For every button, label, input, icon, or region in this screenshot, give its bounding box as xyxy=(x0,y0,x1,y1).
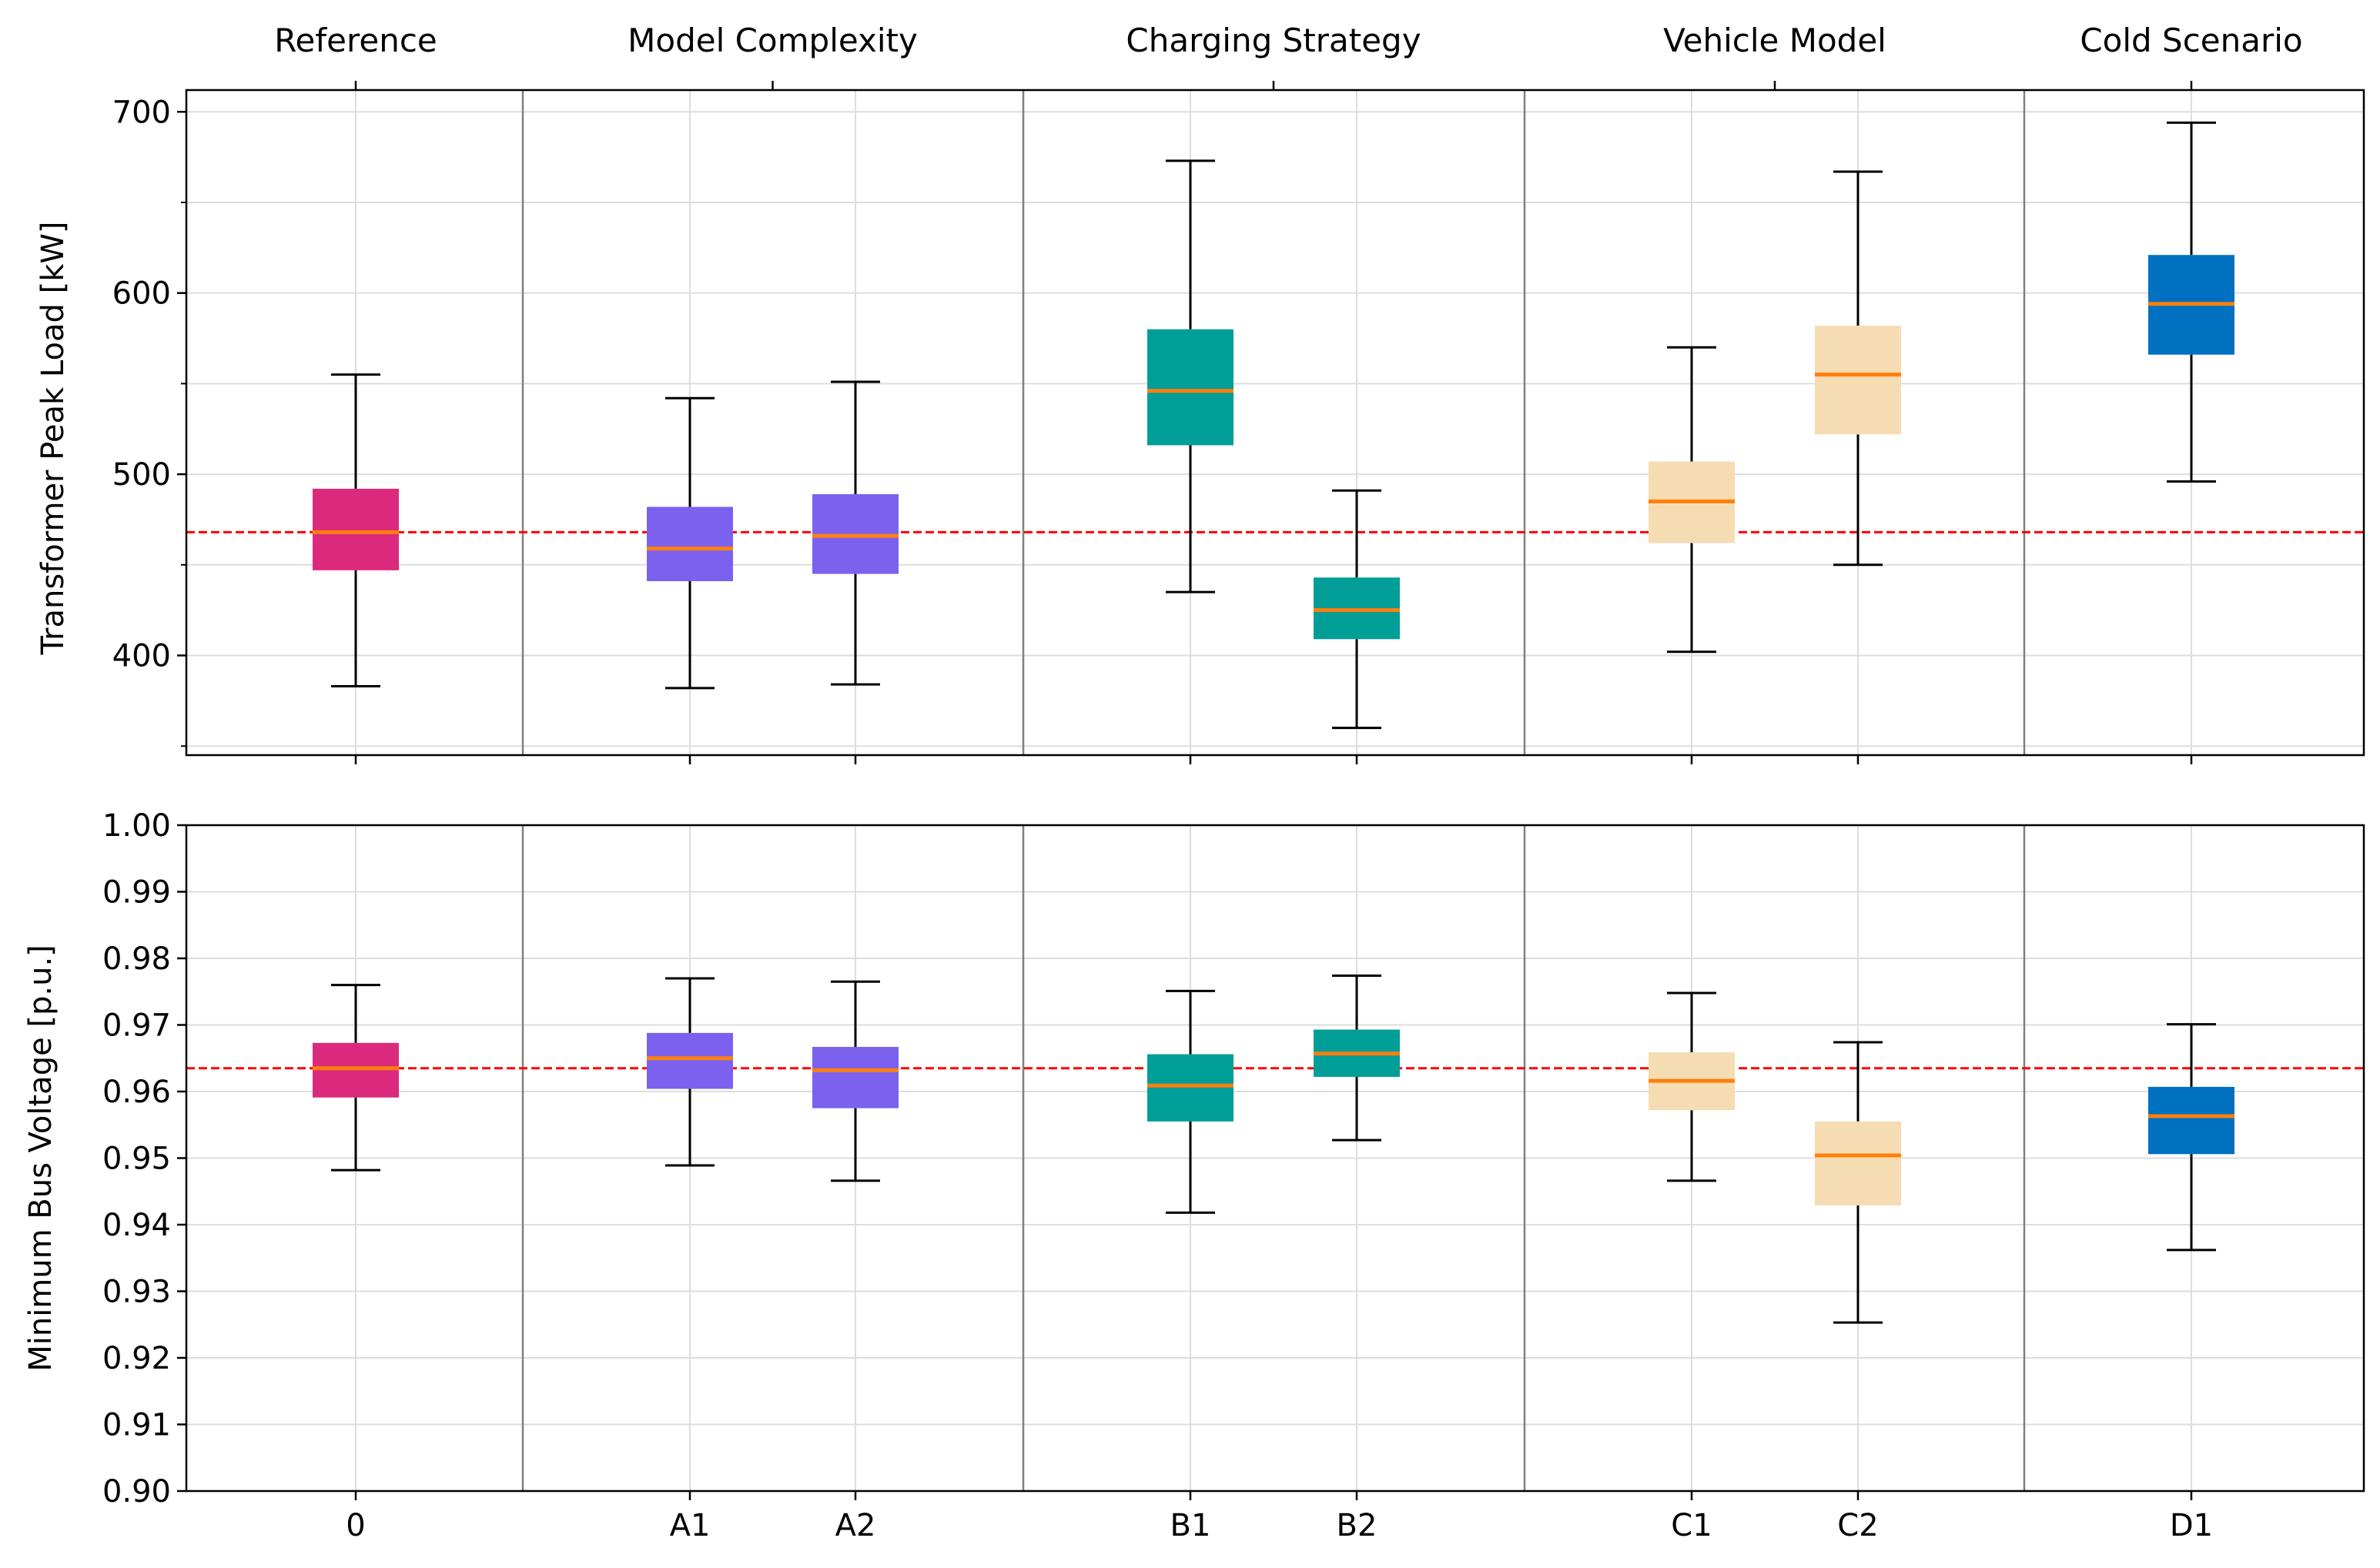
box-iqr xyxy=(647,1032,733,1089)
y-tick-label: 500 xyxy=(112,457,171,493)
peak-load-x-ticks xyxy=(354,81,2193,764)
box-iqr xyxy=(313,1042,399,1098)
box-B2 xyxy=(1314,974,1400,1142)
y-tick-label: 0.94 xyxy=(102,1208,171,1243)
box-C1 xyxy=(1649,346,1735,654)
bus-voltage-boxes xyxy=(313,974,2234,1324)
box-0 xyxy=(313,373,399,688)
box-iqr xyxy=(647,507,733,581)
box-iqr xyxy=(313,488,399,570)
box-iqr xyxy=(1815,1121,1901,1205)
group-label-reference: Reference xyxy=(274,22,437,59)
box-D1 xyxy=(2148,1023,2234,1252)
x-tick-label: B2 xyxy=(1337,1508,1377,1543)
peak-load-y-axis-label: Transformer Peak Load [kW] xyxy=(35,221,71,655)
peak-load-axes-frame xyxy=(185,89,2365,757)
x-tick-label: C1 xyxy=(1671,1508,1712,1543)
box-iqr xyxy=(1147,1054,1234,1122)
box-B1 xyxy=(1147,989,1234,1214)
bus-voltage-panel: 0.90 0.91 0.92 0.93 0.94 0.95 0.96 0.97 0.98 0.99… xyxy=(23,808,2365,1543)
bus-voltage-y-axis-label: Minimum Bus Voltage [p.u.] xyxy=(23,944,59,1372)
y-tick-label: 600 xyxy=(112,276,171,312)
y-tick-label: 1.00 xyxy=(102,808,171,844)
y-tick-label: 0.91 xyxy=(102,1408,171,1443)
y-tick-label: 0.92 xyxy=(102,1341,171,1376)
peak-load-panel: 400 500 600 700 Reference Model Complexity … xyxy=(35,22,2365,764)
group-label-model-complexity: Model Complexity xyxy=(628,22,918,59)
peak-load-boxes xyxy=(313,121,2234,730)
x-tick-label: 0 xyxy=(346,1508,365,1543)
bus-voltage-x-ticks: 0 A1 A2 B1 B2 C1 C2 D1 xyxy=(346,1491,2213,1543)
group-labels: Reference Model Complexity Charging Stra… xyxy=(274,22,2302,59)
box-iqr xyxy=(812,1047,899,1108)
y-tick-label: 0.98 xyxy=(102,941,171,977)
box-B1 xyxy=(1147,159,1234,593)
group-label-charging-strategy: Charging Strategy xyxy=(1126,22,1421,59)
box-iqr xyxy=(1147,329,1234,446)
box-A2 xyxy=(812,380,899,686)
box-C2 xyxy=(1815,170,1901,567)
bus-voltage-y-ticks: 0.90 0.91 0.92 0.93 0.94 0.95 0.96 0.97 0.98 0.99… xyxy=(102,808,186,1509)
peak-load-group-separators xyxy=(521,90,2026,755)
group-label-cold-scenario: Cold Scenario xyxy=(2080,22,2302,59)
bus-voltage-group-separators xyxy=(521,825,2026,1491)
x-tick-label: A1 xyxy=(670,1508,711,1543)
box-C1 xyxy=(1649,991,1735,1182)
x-tick-label: B1 xyxy=(1170,1508,1211,1543)
box-A1 xyxy=(647,396,733,690)
box-iqr xyxy=(2148,1086,2234,1155)
y-tick-label: 0.90 xyxy=(102,1474,171,1509)
box-A2 xyxy=(812,980,899,1182)
y-tick-label: 0.96 xyxy=(102,1075,171,1110)
y-tick-label: 0.99 xyxy=(102,875,171,911)
x-tick-label: A2 xyxy=(835,1508,876,1543)
box-D1 xyxy=(2148,121,2234,483)
group-label-vehicle-model: Vehicle Model xyxy=(1663,22,1886,59)
y-tick-label: 400 xyxy=(112,639,171,674)
x-tick-label: D1 xyxy=(2170,1508,2213,1543)
y-tick-label: 0.97 xyxy=(102,1008,171,1044)
y-tick-label: 700 xyxy=(112,95,171,130)
box-C2 xyxy=(1815,1041,1901,1324)
box-iqr xyxy=(1815,326,1901,435)
box-B2 xyxy=(1314,489,1400,730)
x-tick-label: C2 xyxy=(1837,1508,1878,1543)
peak-load-y-ticks: 400 500 600 700 xyxy=(112,95,186,747)
box-A1 xyxy=(647,977,733,1167)
y-tick-label: 0.95 xyxy=(102,1142,171,1177)
y-tick-label: 0.93 xyxy=(102,1275,171,1310)
box-0 xyxy=(313,984,399,1172)
